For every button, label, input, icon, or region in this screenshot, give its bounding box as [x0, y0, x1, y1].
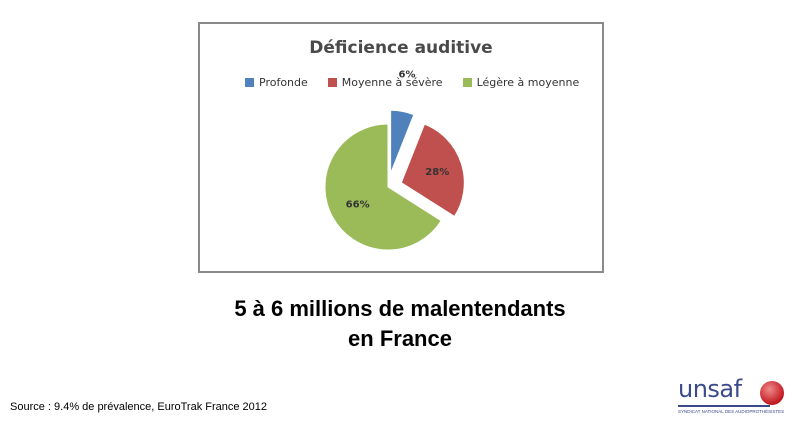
- data-label-profonde: 6%: [399, 70, 416, 81]
- pie-chart: 6% 28% 66%: [324, 70, 465, 251]
- legend-label-legere: Légère à moyenne: [476, 76, 580, 89]
- chart-legend: Profonde Moyenne à sévère Légère à moyen…: [245, 76, 579, 89]
- legend-swatch-legere: [462, 78, 472, 87]
- pie-slice-moyenne: [400, 123, 465, 218]
- logo-underline: [678, 405, 770, 407]
- logo-ball-icon: [760, 381, 784, 405]
- chart-frame: Déficience auditive Profonde Moyenne à s…: [198, 22, 604, 273]
- legend-swatch-profonde: [245, 78, 254, 87]
- logo-text: unsaf: [678, 375, 742, 403]
- chart-title: Déficience auditive: [309, 38, 493, 58]
- legend-swatch-moyenne: [327, 78, 337, 87]
- legend-item-profonde: Profonde: [245, 76, 308, 89]
- logo-subtitle: SYNDICAT NATIONAL DES AUDIOPROTHÉSISTES: [678, 409, 785, 414]
- headline-line-2: en France: [348, 326, 452, 351]
- legend-label-moyenne: Moyenne à sévère: [341, 76, 443, 89]
- data-label-legere: 66%: [346, 200, 370, 211]
- legend-item-legere: Légère à moyenne: [462, 76, 580, 89]
- legend-item-moyenne: Moyenne à sévère: [327, 76, 443, 89]
- data-label-moyenne: 28%: [425, 167, 449, 178]
- pie-slice-profonde: [390, 109, 415, 174]
- headline: 5 à 6 millions de malentendants en Franc…: [0, 294, 800, 354]
- unsaf-logo: unsaf SYNDICAT NATIONAL DES AUDIOPROTHÉS…: [678, 375, 792, 423]
- headline-line-1: 5 à 6 millions de malentendants: [234, 296, 566, 321]
- pie-slice-legere: [324, 123, 442, 251]
- source-note: Source : 9.4% de prévalence, EuroTrak Fr…: [10, 401, 268, 413]
- legend-label-profonde: Profonde: [259, 76, 308, 89]
